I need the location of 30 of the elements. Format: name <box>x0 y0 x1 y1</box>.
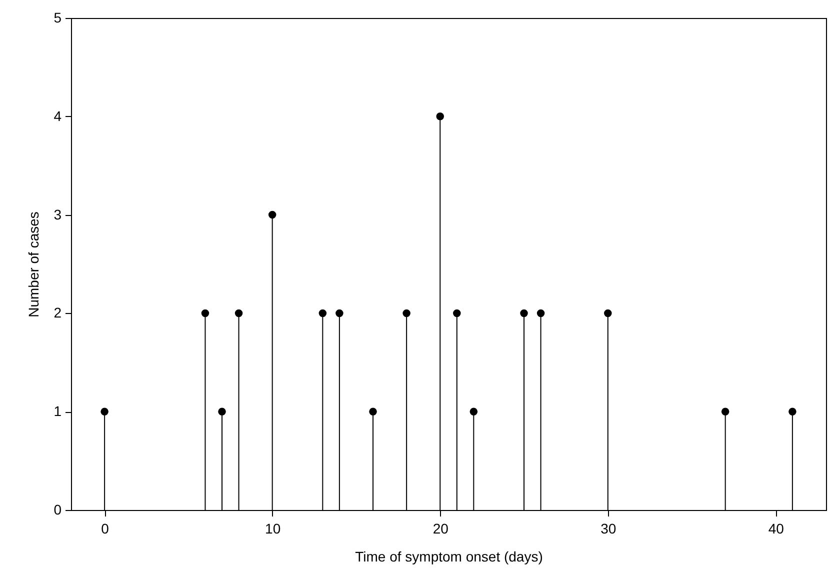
point <box>453 309 461 318</box>
y-axis-title: Number of cases <box>26 212 42 318</box>
point <box>536 309 545 318</box>
point <box>218 408 226 416</box>
y-tick-label: 5 <box>54 10 62 26</box>
y-tick-label: 1 <box>54 403 62 420</box>
point <box>788 408 796 416</box>
x-tick-label: 0 <box>101 520 110 536</box>
point <box>402 309 410 318</box>
y-tick-label: 0 <box>54 502 62 518</box>
x-tick-label: 40 <box>768 520 784 536</box>
point <box>369 408 377 416</box>
point <box>336 309 344 318</box>
x-tick-label: 10 <box>265 520 281 536</box>
point <box>318 309 327 318</box>
point <box>520 309 528 318</box>
point <box>604 309 612 318</box>
point <box>201 309 210 318</box>
point <box>721 408 730 416</box>
point <box>470 408 478 416</box>
point <box>100 408 108 416</box>
x-tick-label: 30 <box>600 520 616 536</box>
point <box>268 210 276 219</box>
y-tick-label: 2 <box>54 304 62 321</box>
point <box>234 309 243 318</box>
y-tick-label: 3 <box>54 206 62 222</box>
y-tick-label: 4 <box>54 108 62 124</box>
x-axis-title: Time of symptom onset (days) <box>355 548 543 564</box>
point <box>436 112 444 120</box>
x-tick-label: 20 <box>432 520 449 536</box>
